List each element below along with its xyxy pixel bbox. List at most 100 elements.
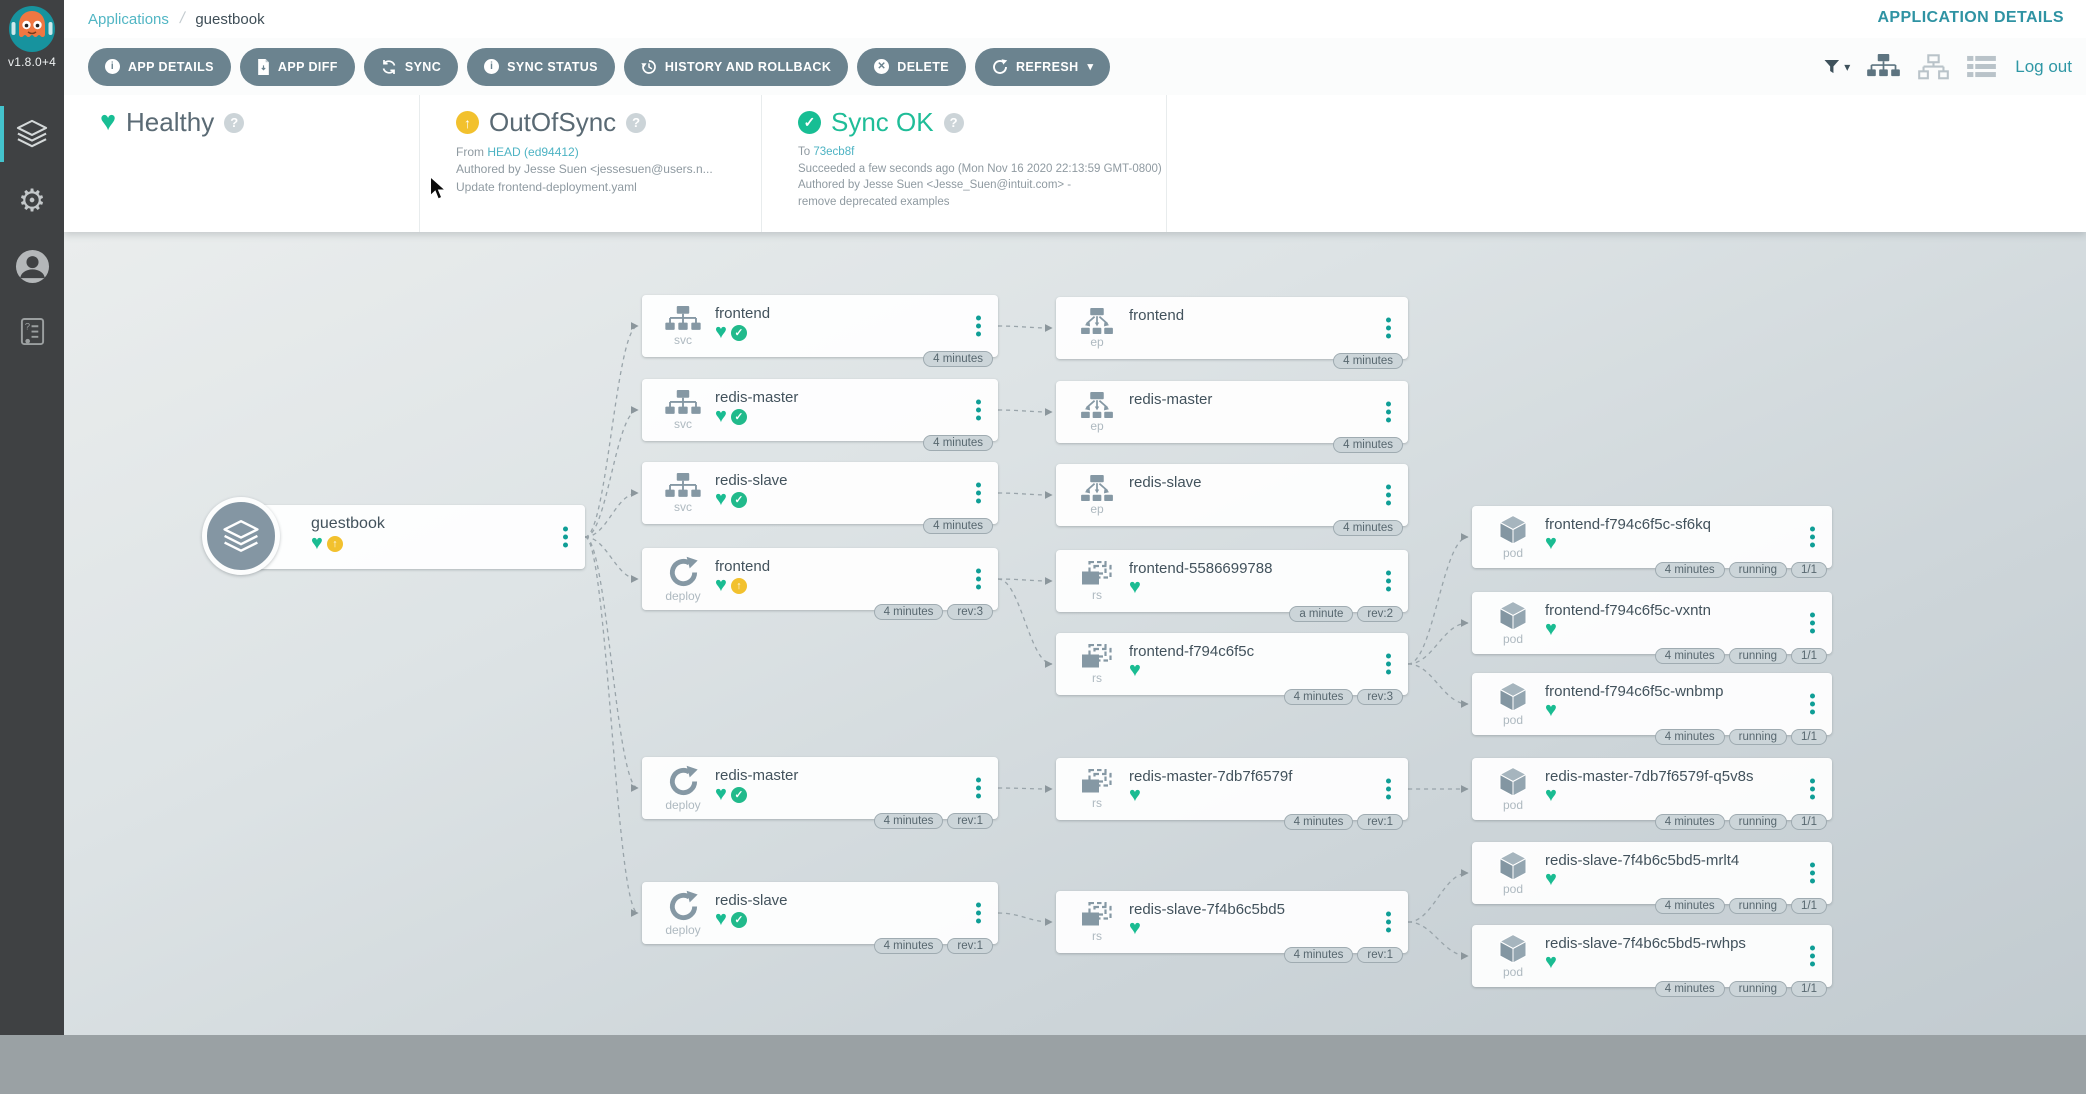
list-view-button[interactable]	[1967, 55, 1997, 78]
node-badge: 4 minutes	[923, 351, 993, 367]
application-layers-icon	[202, 497, 280, 575]
node-menu-button[interactable]	[1382, 650, 1395, 679]
node-menu-button[interactable]	[1806, 775, 1819, 804]
last-sync-result-line: Succeeded a few seconds ago (Mon Nov 16 …	[798, 162, 1162, 175]
node-badge: 4 minutes	[873, 813, 944, 829]
logout-button[interactable]: Log out	[2015, 56, 2072, 76]
node-menu-button[interactable]	[972, 312, 985, 341]
tree-view-button[interactable]	[1867, 54, 1901, 79]
resource-name: frontend	[715, 558, 771, 575]
resource-node-redis-slave[interactable]: ep redis-slave 4 minutes	[1056, 464, 1408, 536]
breadcrumb-applications-link[interactable]: Applications	[88, 10, 169, 28]
resource-node-frontend-f794c6f5c-wnbmp[interactable]: pod frontend-f794c6f5c-wnbmp ♥ 4 minutes…	[1472, 673, 1832, 745]
healthy-heart-icon: ♥	[715, 405, 727, 427]
resource-kind-label: svc	[674, 332, 692, 347]
resource-node-redis-slave-7f4b6c5bd5-rwhps[interactable]: pod redis-slave-7f4b6c5bd5-rwhps ♥ 4 min…	[1472, 925, 1832, 997]
resource-node-redis-master-7db7f6579f[interactable]: rs redis-master-7db7f6579f ♥ 4 minutes re…	[1056, 758, 1408, 830]
resource-node-redis-master[interactable]: ep redis-master 4 minutes	[1056, 381, 1408, 453]
sync-help-icon[interactable]: ?	[626, 112, 647, 133]
ep-icon	[1080, 307, 1114, 335]
button-label: HISTORY AND ROLLBACK	[664, 59, 832, 74]
node-menu-button[interactable]	[1382, 398, 1395, 427]
synced-check-icon: ✓	[730, 912, 747, 928]
button-label: SYNC STATUS	[507, 59, 598, 74]
sync-message-line: Update frontend-deployment.yaml	[456, 179, 637, 194]
last-sync-help-icon[interactable]: ?	[943, 112, 964, 133]
network-icon	[1917, 53, 1950, 80]
resource-node-frontend-f794c6f5c-sf6kq[interactable]: pod frontend-f794c6f5c-sf6kq ♥ 4 minutes…	[1472, 506, 1832, 578]
to-prefix: To	[798, 146, 811, 158]
app-diff-button[interactable]: APP DIFF	[239, 47, 355, 86]
synced-revision-link[interactable]: 73ecb8f	[813, 146, 855, 158]
resource-node-frontend[interactable]: svc frontend ♥ ✓ 4 minutes	[642, 295, 998, 367]
node-badge: 4 minutes	[873, 938, 944, 954]
breadcrumb-separator: /	[178, 10, 187, 27]
view-controls: ▾ Log out	[1823, 38, 2072, 95]
resource-node-redis-slave-7f4b6c5bd5-mrlt4[interactable]: pod redis-slave-7f4b6c5bd5-mrlt4 ♥ 4 min…	[1472, 842, 1832, 914]
node-menu-button[interactable]	[1806, 690, 1819, 719]
resource-node-redis-master[interactable]: svc redis-master ♥ ✓ 4 minutes	[642, 379, 998, 451]
resource-name: frontend-f794c6f5c	[1129, 643, 1255, 660]
sidebar-item-applications[interactable]	[0, 101, 64, 167]
synced-check-icon: ✓	[730, 492, 747, 508]
application-node-guestbook[interactable]: guestbook ♥ ↑	[202, 497, 585, 575]
node-menu-button[interactable]	[972, 479, 985, 508]
app-details-button[interactable]: i APP DETAILS	[88, 47, 231, 86]
filter-button[interactable]: ▾	[1823, 59, 1850, 75]
refresh-button[interactable]: REFRESH ▾	[974, 47, 1111, 86]
node-badge: running	[1728, 562, 1787, 578]
node-menu-button[interactable]	[559, 523, 572, 552]
resource-name: frontend-f794c6f5c-sf6kq	[1545, 516, 1711, 533]
sync-status-button[interactable]: i SYNC STATUS	[467, 47, 615, 86]
node-menu-button[interactable]	[1382, 314, 1395, 343]
node-menu-button[interactable]	[972, 565, 985, 594]
resource-node-frontend[interactable]: ep frontend 4 minutes	[1056, 297, 1408, 369]
funnel-icon	[1823, 59, 1842, 75]
history-and-rollback-button[interactable]: HISTORY AND ROLLBACK	[623, 47, 849, 86]
node-menu-button[interactable]	[1382, 567, 1395, 596]
resource-name: redis-master-7db7f6579f	[1129, 768, 1293, 785]
resource-kind-label: rs	[1092, 670, 1102, 685]
network-view-button[interactable]	[1917, 53, 1950, 80]
node-menu-button[interactable]	[1806, 942, 1819, 971]
sidebar-item-settings[interactable]: ⚙	[0, 167, 64, 233]
resource-node-frontend-5586699788[interactable]: rs frontend-5586699788 ♥ a minute rev:2	[1056, 550, 1408, 622]
delete-button[interactable]: ✕ DELETE	[857, 47, 966, 86]
resource-name: frontend	[1129, 307, 1185, 324]
ep-icon	[1080, 391, 1114, 419]
deploy-icon	[667, 556, 700, 589]
node-menu-button[interactable]	[1382, 775, 1395, 804]
resource-kind-label: pod	[1502, 798, 1524, 812]
node-menu-button[interactable]	[1382, 481, 1395, 510]
outofsync-arrow-icon: ↑	[326, 536, 343, 552]
node-menu-button[interactable]	[972, 899, 985, 928]
resource-node-frontend-f794c6f5c-vxntn[interactable]: pod frontend-f794c6f5c-vxntn ♥ 4 minutes…	[1472, 592, 1832, 664]
resource-node-frontend-f794c6f5c[interactable]: rs frontend-f794c6f5c ♥ 4 minutes rev:3	[1056, 633, 1408, 705]
node-menu-button[interactable]	[1806, 609, 1819, 638]
sidebar-item-help[interactable]: ?	[0, 299, 64, 365]
resource-node-redis-master[interactable]: deploy redis-master ♥ ✓ 4 minutes rev:1	[642, 757, 998, 829]
health-help-icon[interactable]: ?	[224, 112, 245, 133]
healthy-heart-icon: ♥	[715, 321, 727, 343]
node-badge: 4 minutes	[1333, 353, 1403, 369]
pod-icon	[1497, 514, 1529, 546]
resource-node-frontend[interactable]: deploy frontend ♥ ↑ 4 minutes rev:3	[642, 548, 998, 620]
resource-node-redis-slave[interactable]: deploy redis-slave ♥ ✓ 4 minutes rev:1	[642, 882, 998, 954]
resource-node-redis-master-7db7f6579f-q5v8s[interactable]: pod redis-master-7db7f6579f-q5v8s ♥ 4 mi…	[1472, 758, 1832, 830]
resource-name: redis-master	[715, 389, 799, 406]
node-menu-button[interactable]	[1806, 859, 1819, 888]
resource-name: frontend	[715, 305, 771, 322]
history-icon	[641, 59, 657, 75]
sync-button[interactable]: SYNC	[363, 47, 459, 86]
resource-node-redis-slave[interactable]: svc redis-slave ♥ ✓ 4 minutes	[642, 462, 998, 534]
resource-node-redis-slave-7f4b6c5bd5[interactable]: rs redis-slave-7f4b6c5bd5 ♥ 4 minutes rev…	[1056, 891, 1408, 963]
button-label: REFRESH	[1015, 59, 1079, 74]
node-menu-button[interactable]	[1382, 908, 1395, 937]
sidebar-item-user[interactable]	[0, 233, 64, 299]
pod-icon	[1497, 850, 1529, 882]
target-revision-link[interactable]: HEAD (ed94412)	[487, 145, 579, 159]
node-menu-button[interactable]	[972, 396, 985, 425]
node-menu-button[interactable]	[972, 774, 985, 803]
node-menu-button[interactable]	[1806, 523, 1819, 552]
sidebar-nav: ⚙?	[0, 101, 64, 365]
